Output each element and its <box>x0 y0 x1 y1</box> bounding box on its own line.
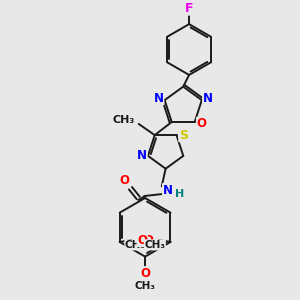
Text: F: F <box>185 2 193 15</box>
Text: H: H <box>175 189 184 199</box>
Text: N: N <box>154 92 164 105</box>
Text: CH₃: CH₃ <box>125 240 146 250</box>
Text: O: O <box>120 174 130 187</box>
Text: O: O <box>140 267 150 280</box>
Text: CH₃: CH₃ <box>112 115 135 125</box>
Text: O: O <box>196 117 206 130</box>
Text: O: O <box>137 233 147 247</box>
Text: N: N <box>203 92 213 105</box>
Text: CH₃: CH₃ <box>144 240 165 250</box>
Text: S: S <box>179 129 188 142</box>
Text: O: O <box>143 233 153 247</box>
Text: CH₃: CH₃ <box>135 281 156 291</box>
Text: N: N <box>163 184 172 197</box>
Text: N: N <box>137 149 147 162</box>
